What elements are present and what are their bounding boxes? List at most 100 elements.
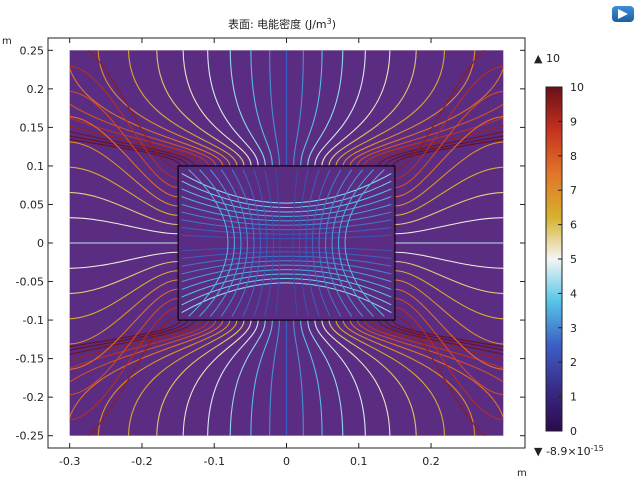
streamline-73 [394,166,504,216]
streamline-70 [69,141,179,207]
streamline-63 [394,50,486,170]
streamline-90 [69,297,179,395]
streamline-5 [69,319,195,355]
play-icon[interactable] [612,6,634,22]
streamline-7 [69,319,203,361]
streamline-58 [385,135,504,167]
colorbar-tick-label: 10 [570,81,584,94]
y-tick-label: 0.2 [27,83,45,96]
streamline-126 [210,169,242,317]
streamline-22 [207,50,259,167]
streamline-18 [156,50,245,167]
streamline-24 [229,50,266,167]
y-tick-label: -0.05 [16,276,44,289]
streamline-81 [394,251,504,269]
streamline-51 [356,319,504,383]
streamline-53 [363,319,504,369]
streamline-119 [305,169,320,317]
y-tick-label: 0.15 [20,121,45,134]
streamline-117 [299,169,309,317]
streamline-100 [181,219,392,231]
x-tick-label: 0.1 [350,455,368,468]
streamline-131 [344,169,385,317]
streamline-39 [314,319,366,436]
streamline-74 [69,191,179,226]
colorbar-tick-label: 4 [570,287,577,300]
streamline-38 [314,50,366,167]
streamline-34 [300,50,323,167]
streamline-54 [370,125,504,167]
y-tick-label: 0.05 [20,198,45,211]
streamline-125 [325,169,353,317]
streamline-111 [181,277,392,306]
streamline-42 [328,50,417,167]
chart-title: 表面: 电能密度 (J/m3) [228,17,336,32]
streamline-50 [356,103,504,167]
streamline-80 [69,251,179,269]
streamline-97 [181,246,392,252]
streamline-46 [342,50,476,167]
streamline-64 [69,65,179,179]
streamline-33 [293,319,304,436]
streamline-11 [69,319,217,383]
streamline-23 [207,319,259,436]
streamline-75 [394,191,504,226]
streamline-60 [392,138,504,167]
streamline-107 [181,269,392,290]
streamline-14 [97,50,231,167]
streamline-49 [349,319,504,420]
streamline-0 [69,138,181,167]
x-axis-label: m [517,468,527,479]
x-tick-label: 0 [283,455,290,468]
streamline-3 [69,319,188,351]
streamline-55 [370,319,504,361]
streamline-114 [275,169,281,317]
streamline-2 [69,135,188,167]
colorbar-tick-label: 0 [570,425,577,438]
streamline-116 [264,169,274,317]
streamline-109 [181,273,392,298]
streamline-19 [156,319,245,436]
streamline-16 [128,50,238,167]
streamline-130 [188,169,229,317]
streamline-67 [394,91,504,189]
streamline-128 [199,169,235,317]
streamline-56 [378,131,504,167]
streamline-127 [331,169,363,317]
streamline-94 [87,316,179,436]
streamline-20 [182,50,252,167]
watermark: CSDN @River Chandler [448,454,626,472]
streamline-87 [394,279,504,345]
streamline-36 [307,50,344,167]
streamline-92 [69,307,179,421]
y-tick-label: -0.1 [23,314,44,327]
streamline-84 [69,270,179,320]
streamline-91 [394,297,504,395]
streamline-17 [128,319,238,436]
colorbar-max-label: ▲ 10 [534,52,560,65]
streamline-57 [378,319,504,355]
streamline-122 [231,169,255,317]
streamline-89 [394,288,504,370]
streamline-106 [181,196,392,217]
streamline-105 [181,264,392,283]
y-axis-label: m [2,36,12,47]
colorbar-tick-label: 6 [570,219,577,232]
y-tick-label: 0.1 [27,160,45,173]
streamline-32 [293,50,304,167]
streamline-35 [300,319,323,436]
streamline-95 [394,316,486,436]
streamline-10 [69,103,217,167]
streamline-45 [335,319,445,436]
streamline-43 [328,319,417,436]
colorbar-tick-label: 2 [570,356,577,369]
colorbar-min-label: ▼ -8.9×10-15 [534,444,604,459]
streamline-62 [87,50,179,170]
colorbar-tick-label: 1 [570,391,577,404]
y-tick-label: -0.15 [16,353,44,366]
streamline-72 [69,166,179,216]
streamline-118 [253,169,268,317]
streamline-59 [385,319,504,351]
streamline-115 [292,169,298,317]
